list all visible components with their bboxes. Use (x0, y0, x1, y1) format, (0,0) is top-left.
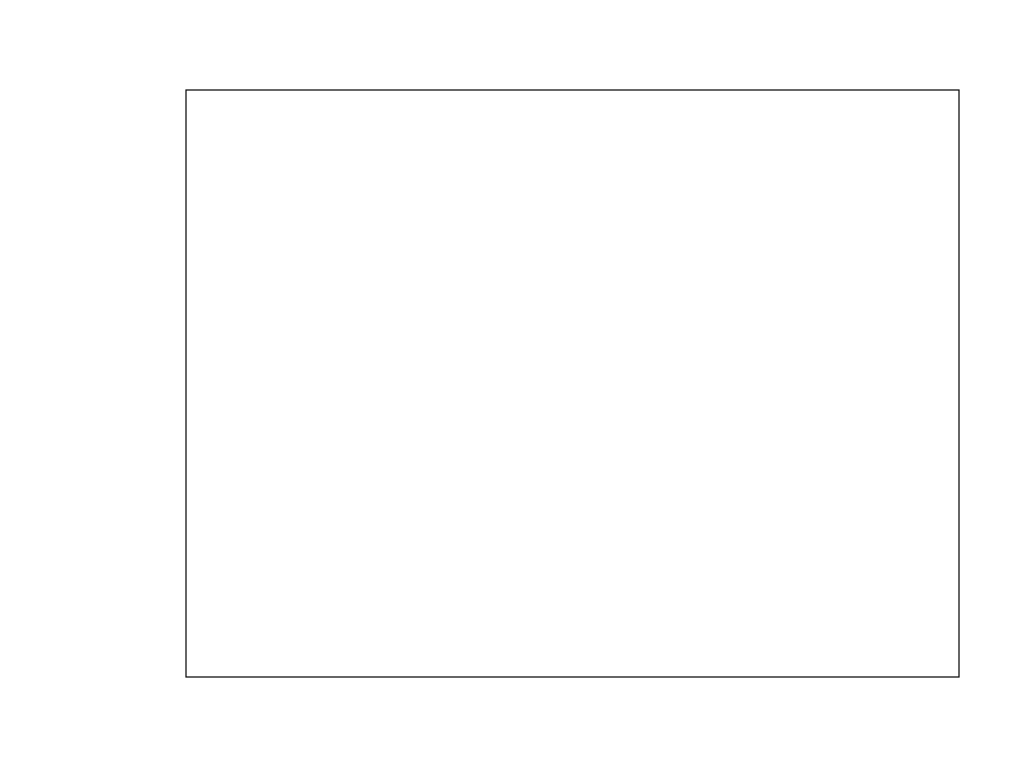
plot-frame (185, 89, 960, 678)
